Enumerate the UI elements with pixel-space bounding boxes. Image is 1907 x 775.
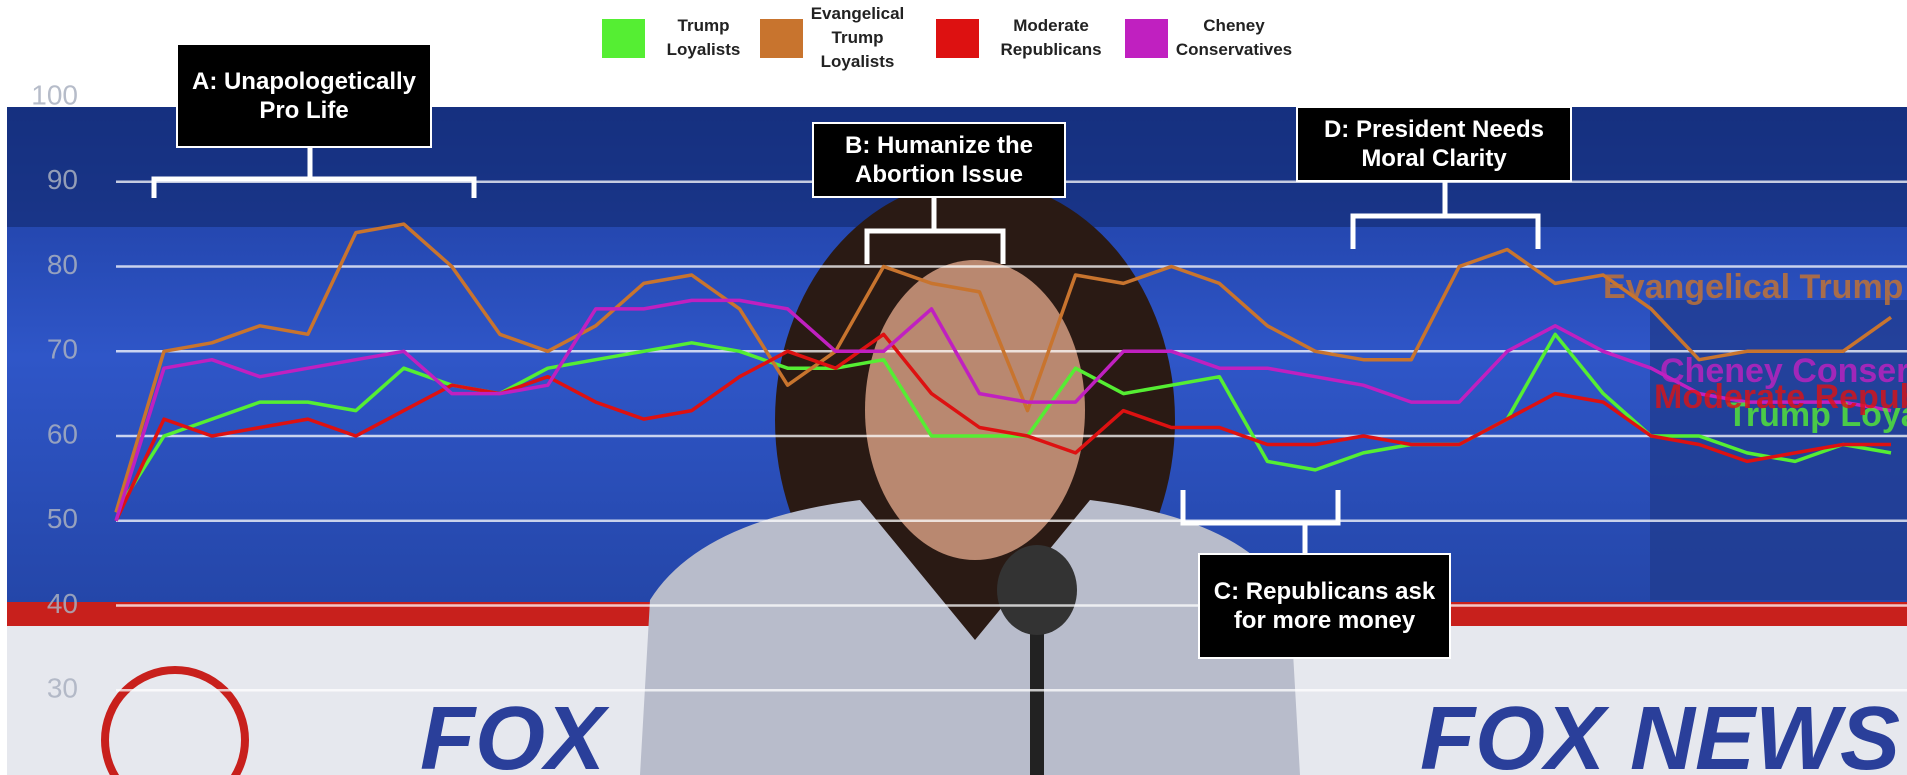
annotation: A: Unapologetically Pro Life xyxy=(176,43,432,148)
legend-label: Cheney Conservatives xyxy=(1175,14,1293,62)
legend-swatch xyxy=(936,19,979,58)
annotation: B: Humanize the Abortion Issue xyxy=(812,122,1066,198)
page: {"chart_data": {"type": "line", "ylim": … xyxy=(0,0,1907,775)
y-tick-label: 30 xyxy=(47,673,78,704)
annotation: C: Republicans ask for more money xyxy=(1198,553,1451,659)
y-tick-label: 100 xyxy=(31,79,78,110)
y-tick-label: 60 xyxy=(47,418,78,449)
y-tick-label: 90 xyxy=(47,164,78,195)
svg-text:FOX NEWS: FOX NEWS xyxy=(1420,689,1900,775)
legend-swatch xyxy=(760,19,803,58)
legend-label: Evangelical Trump Loyalists xyxy=(810,2,905,74)
y-tick-label: 50 xyxy=(47,503,78,534)
series-end-label: Cheney Conservatives xyxy=(1660,352,1907,390)
svg-text:FOX: FOX xyxy=(420,689,610,775)
legend-label: Moderate Republicans xyxy=(986,14,1116,62)
background-photo: FOX FOX NEWS xyxy=(7,107,1907,775)
y-tick-label: 80 xyxy=(47,249,78,280)
legend-label: Trump Loyalists xyxy=(652,14,755,62)
annotation: D: President Needs Moral Clarity xyxy=(1296,106,1572,182)
y-tick-label: 70 xyxy=(47,334,78,365)
legend-swatch xyxy=(602,19,645,58)
legend-swatch xyxy=(1125,19,1168,58)
series-end-label: Evangelical Trump Loyalists xyxy=(1603,268,1907,306)
y-tick-label: 40 xyxy=(47,588,78,619)
